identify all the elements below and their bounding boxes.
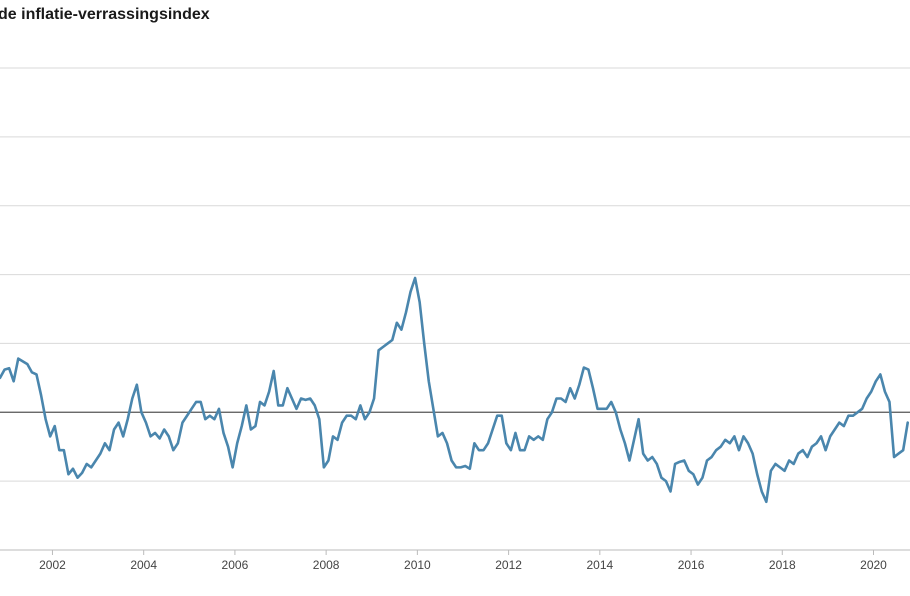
series-line bbox=[0, 276, 910, 504]
x-tick-label: 2008 bbox=[313, 558, 340, 572]
x-tick-label: 2002 bbox=[39, 558, 66, 572]
x-tick-label: 2014 bbox=[586, 558, 613, 572]
x-tick-label: 2006 bbox=[222, 558, 249, 572]
x-axis: 2002 2004 2006 2008 2010 2012 2014 2016 2018 2020 bbox=[39, 550, 887, 572]
x-tick-label: 2012 bbox=[495, 558, 522, 572]
x-tick-label: 2020 bbox=[860, 558, 887, 572]
x-tick-label: 2004 bbox=[130, 558, 157, 572]
x-tick-label: 2018 bbox=[769, 558, 796, 572]
series-layer bbox=[0, 276, 910, 504]
chart-title: de inflatie-verrassingsindex bbox=[0, 6, 210, 23]
x-tick-label: 2016 bbox=[678, 558, 705, 572]
y-gridlines bbox=[0, 67, 910, 551]
x-tick-label: 2010 bbox=[404, 558, 431, 572]
